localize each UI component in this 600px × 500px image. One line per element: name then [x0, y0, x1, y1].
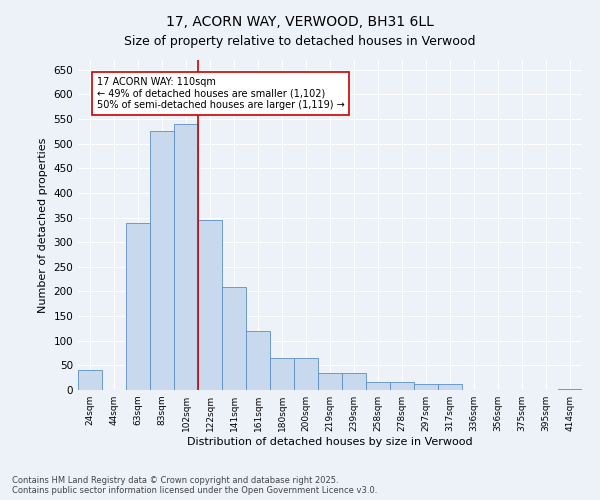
Bar [270, 358, 294, 390]
Bar [150, 132, 174, 390]
Bar [342, 373, 366, 390]
Y-axis label: Number of detached properties: Number of detached properties [38, 138, 48, 312]
Bar [318, 373, 342, 390]
Bar [558, 389, 582, 390]
Bar [366, 382, 390, 390]
Bar [198, 220, 222, 390]
Text: 17, ACORN WAY, VERWOOD, BH31 6LL: 17, ACORN WAY, VERWOOD, BH31 6LL [166, 15, 434, 29]
Text: Size of property relative to detached houses in Verwood: Size of property relative to detached ho… [124, 35, 476, 48]
Text: 17 ACORN WAY: 110sqm
← 49% of detached houses are smaller (1,102)
50% of semi-de: 17 ACORN WAY: 110sqm ← 49% of detached h… [97, 77, 344, 110]
Bar [390, 382, 414, 390]
Bar [78, 370, 102, 390]
Bar [126, 222, 150, 390]
Bar [438, 384, 462, 390]
Text: Contains HM Land Registry data © Crown copyright and database right 2025.
Contai: Contains HM Land Registry data © Crown c… [12, 476, 377, 495]
Bar [222, 286, 246, 390]
Bar [294, 358, 318, 390]
X-axis label: Distribution of detached houses by size in Verwood: Distribution of detached houses by size … [187, 437, 473, 447]
Bar [414, 384, 438, 390]
Bar [246, 331, 270, 390]
Bar [174, 124, 198, 390]
